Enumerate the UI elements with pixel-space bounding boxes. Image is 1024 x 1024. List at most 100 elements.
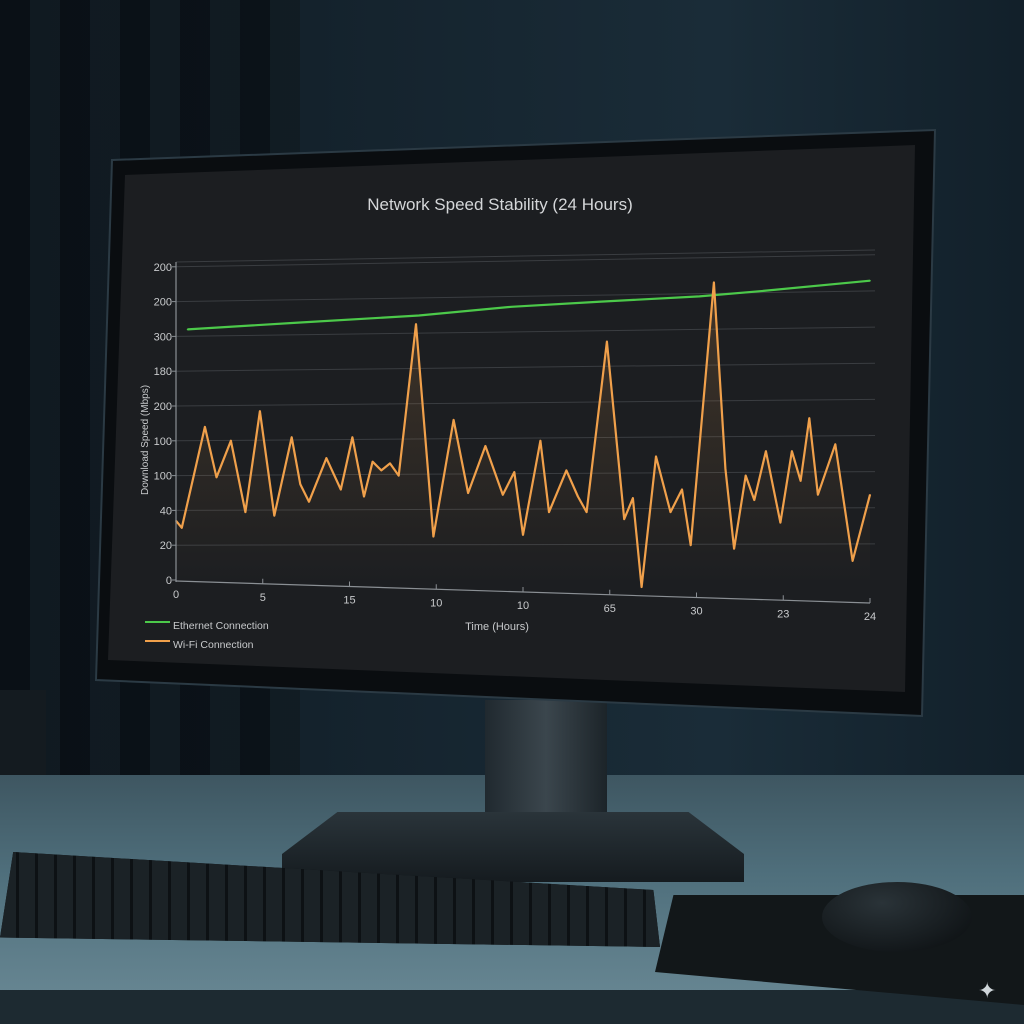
wifi-point bbox=[513, 471, 516, 473]
legend: Ethernet Connection Wi-Fi Connection bbox=[145, 620, 269, 651]
wifi-point bbox=[371, 460, 374, 463]
wifi-point bbox=[308, 500, 310, 503]
y-tick-label: 40 bbox=[160, 505, 172, 517]
wifi-point bbox=[389, 462, 391, 465]
wifi-point bbox=[799, 480, 802, 482]
ethernet-point bbox=[186, 328, 189, 331]
wifi-point bbox=[655, 455, 657, 458]
wifi-point bbox=[325, 457, 328, 460]
monitor-base bbox=[282, 812, 744, 882]
wifi-point bbox=[522, 533, 524, 536]
y-tick-label: 200 bbox=[154, 297, 172, 309]
wifi-point bbox=[851, 560, 854, 562]
wifi-point bbox=[415, 323, 417, 326]
wifi-point bbox=[817, 493, 819, 496]
wifi-point bbox=[779, 521, 782, 524]
wifi-point bbox=[259, 410, 261, 413]
wifi-point bbox=[623, 518, 626, 520]
wifi-point bbox=[273, 514, 276, 517]
x-axis-label: Time (Hours) bbox=[465, 621, 529, 633]
legend-item-wifi: Wi-Fi Connection bbox=[145, 639, 254, 651]
wifi-point bbox=[606, 340, 608, 343]
y-tick-label: 300 bbox=[154, 331, 172, 343]
y-tick-label: 200 bbox=[154, 401, 172, 413]
legend-label-wifi: Wi-Fi Connection bbox=[173, 639, 254, 651]
x-ticks: 0 5 15 10 10 65 30 23 24 bbox=[173, 576, 876, 623]
x-tick-label: 5 bbox=[260, 592, 266, 604]
x-tick-label: 30 bbox=[690, 606, 702, 618]
y-ticks: 0 20 40 100 100 200 180 300 200 200 bbox=[154, 262, 176, 587]
legend-label-ethernet: Ethernet Connection bbox=[173, 620, 269, 632]
mouse bbox=[822, 882, 972, 952]
wifi-point bbox=[689, 544, 692, 546]
ethernet-point bbox=[759, 290, 761, 292]
ethernet-point bbox=[698, 295, 701, 298]
x-tick-label: 10 bbox=[430, 597, 442, 609]
y-tick-label: 200 bbox=[154, 262, 172, 274]
chart-title: Network Speed Stability (24 Hours) bbox=[367, 195, 633, 214]
wifi-point bbox=[744, 474, 747, 477]
ethernet-point bbox=[869, 279, 871, 282]
wifi-point bbox=[501, 493, 504, 496]
ethernet-point bbox=[299, 321, 302, 324]
x-tick-label: 24 bbox=[864, 611, 876, 623]
y-tick-label: 100 bbox=[154, 471, 172, 483]
wifi-point bbox=[808, 417, 811, 419]
x-tick-label: 0 bbox=[173, 589, 179, 601]
wifi-point bbox=[452, 419, 455, 421]
wifi-point bbox=[432, 535, 435, 538]
wifi-point bbox=[244, 511, 247, 513]
wifi-point bbox=[548, 511, 550, 513]
ethernet-line bbox=[187, 279, 871, 331]
x-tick-label: 23 bbox=[777, 608, 789, 620]
ethernet-point bbox=[510, 306, 513, 308]
monitor-screen bbox=[108, 145, 915, 692]
wifi-point bbox=[640, 586, 643, 588]
chart: 0 20 40 100 100 200 180 300 200 200 0 5 15 10 10 65 30 2… bbox=[140, 195, 876, 651]
wifi-point bbox=[299, 483, 302, 486]
wifi-point bbox=[565, 469, 568, 472]
wifi-point bbox=[681, 488, 683, 491]
wifi-point bbox=[180, 527, 183, 529]
y-tick-label: 100 bbox=[154, 436, 172, 448]
gridline bbox=[175, 254, 876, 268]
wifi-point bbox=[363, 495, 365, 498]
wifi-point bbox=[632, 497, 634, 500]
wifi-point bbox=[577, 495, 579, 498]
gridline bbox=[175, 326, 876, 337]
wifi-area-fill bbox=[176, 282, 870, 587]
wifi-point bbox=[834, 443, 837, 446]
wifi-point bbox=[765, 450, 767, 453]
y-tick-label: 180 bbox=[154, 366, 172, 378]
wifi-point bbox=[484, 445, 487, 447]
wifi-point bbox=[669, 511, 672, 513]
x-tick-label: 10 bbox=[517, 600, 529, 612]
gridline bbox=[175, 398, 876, 407]
wifi-point bbox=[585, 511, 588, 513]
wifi-point bbox=[380, 469, 383, 472]
wifi-line bbox=[175, 281, 872, 589]
series-lines bbox=[175, 279, 872, 589]
wifi-point bbox=[215, 476, 218, 479]
x-tick-label: 15 bbox=[343, 595, 355, 607]
wifi-point bbox=[733, 547, 735, 550]
legend-item-ethernet: Ethernet Connection bbox=[145, 620, 269, 632]
wifi-point bbox=[290, 436, 293, 439]
wifi-point bbox=[539, 440, 542, 442]
wifi-point bbox=[791, 450, 793, 453]
wifi-point bbox=[351, 436, 354, 439]
desk-edge bbox=[0, 990, 1024, 1024]
y-tick-label: 20 bbox=[160, 540, 172, 552]
wifi-point bbox=[340, 488, 342, 491]
ethernet-point bbox=[418, 314, 420, 317]
y-axis-label: Download Speed (Mbps) bbox=[140, 385, 151, 495]
gridline bbox=[175, 249, 876, 263]
x-tick-label: 65 bbox=[604, 603, 616, 615]
wifi-point bbox=[204, 426, 206, 428]
wifi-point bbox=[869, 493, 871, 496]
wifi-point bbox=[397, 474, 400, 477]
wifi-point bbox=[713, 281, 715, 284]
wifi-point bbox=[724, 467, 727, 470]
gridline bbox=[175, 290, 876, 303]
